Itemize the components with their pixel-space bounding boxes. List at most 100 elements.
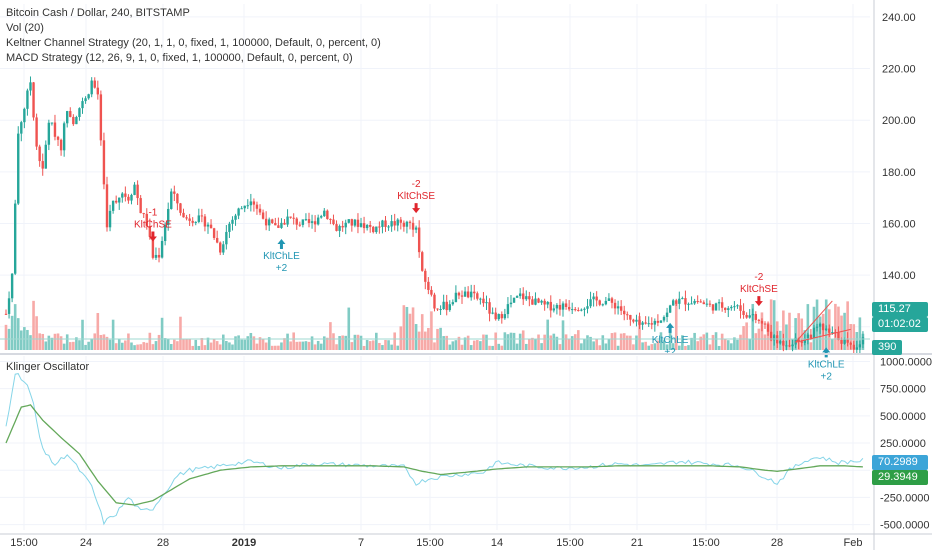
short-arrow-icon	[754, 296, 763, 307]
candle-body	[130, 194, 133, 201]
volume-bar	[90, 338, 93, 350]
volume-bar	[148, 332, 152, 350]
candle-body	[641, 322, 644, 325]
candle-body	[528, 296, 531, 300]
candle-body	[237, 208, 240, 216]
candle-body	[619, 306, 623, 311]
volume-bar	[240, 339, 243, 350]
volume-bar	[678, 345, 681, 350]
volume-bar	[852, 324, 856, 350]
volume-bar	[65, 334, 69, 350]
volume-bar	[368, 341, 372, 350]
volume-bar	[518, 333, 522, 350]
volume-bar	[47, 335, 51, 350]
volume-bar	[549, 335, 553, 350]
volume-bar	[632, 344, 635, 350]
volume-bar	[457, 336, 461, 350]
candle-body	[684, 298, 687, 305]
x-tick-label: 21	[631, 537, 643, 549]
candle-body	[243, 205, 246, 209]
grid-layer	[0, 4, 870, 530]
candle-body	[818, 323, 822, 327]
candle-body	[215, 237, 219, 243]
candle-body	[705, 303, 709, 305]
candle-body	[720, 302, 724, 308]
candle-body	[13, 203, 17, 274]
long-arrow-icon	[666, 322, 675, 333]
legend-volume[interactable]: Vol (20)	[6, 22, 44, 34]
volume-bar	[423, 331, 427, 350]
candle-body	[613, 302, 617, 309]
candle-body	[310, 221, 314, 223]
candle-body	[7, 298, 11, 314]
candle-body	[292, 217, 295, 219]
candle-body	[338, 225, 341, 231]
volume-bar	[274, 345, 277, 350]
volume-bar	[179, 316, 182, 350]
candle-body	[748, 315, 751, 318]
candle-body	[90, 80, 93, 95]
candle-body	[133, 184, 136, 195]
candle-body	[118, 197, 121, 203]
candle-body	[167, 208, 170, 225]
x-tick-label: 28	[157, 537, 169, 549]
candle-body	[154, 254, 158, 258]
candle-body	[47, 122, 51, 145]
legend-macd[interactable]: MACD Strategy (12, 26, 9, 1, 0, fixed, 1…	[6, 52, 353, 64]
legend-keltner[interactable]: Keltner Channel Strategy (20, 1, 1, 0, f…	[6, 37, 381, 49]
candle-body	[289, 216, 292, 218]
candle-body	[653, 320, 657, 325]
candle-body	[595, 296, 598, 301]
candle-body	[148, 225, 152, 237]
candle-body	[473, 291, 476, 294]
candle-body	[10, 273, 14, 299]
volume-bar	[50, 337, 54, 350]
candle-body	[316, 217, 320, 225]
candle-body	[99, 94, 103, 141]
candle-body	[393, 221, 396, 226]
candle-body	[497, 314, 500, 320]
candle-body	[69, 111, 72, 117]
volume-bar	[834, 303, 837, 350]
volume-bar	[301, 341, 305, 350]
candle-body	[714, 303, 718, 311]
volume-bar	[173, 339, 176, 350]
candle-body	[724, 307, 727, 311]
volume-bar	[540, 343, 543, 350]
volume-bar	[188, 339, 191, 350]
volume-bar	[72, 341, 75, 350]
volume-bar	[139, 344, 142, 350]
volume-bar	[130, 342, 133, 350]
candle-body	[114, 200, 118, 203]
candle-body	[668, 305, 672, 313]
candle-body	[806, 334, 810, 339]
drawing-line	[795, 300, 833, 343]
countdown-tag: 01:02:02	[872, 317, 928, 332]
x-tick-label: 14	[491, 537, 503, 549]
volume-bar	[653, 343, 657, 350]
legend-symbol[interactable]: Bitcoin Cash / Dollar, 240, BITSTAMP	[6, 7, 190, 19]
candle-body	[121, 193, 124, 198]
candle-body	[494, 312, 497, 320]
volume-bar	[460, 344, 464, 350]
volume-bar	[800, 318, 804, 350]
volume-bar	[751, 303, 755, 350]
volume-bar	[528, 339, 531, 350]
candle-body	[194, 221, 197, 223]
volume-bar	[16, 318, 20, 350]
volume-bar	[763, 334, 767, 350]
volume-bar	[200, 338, 204, 350]
volume-bar	[840, 315, 843, 350]
volume-bar	[430, 311, 433, 350]
volume-bar	[674, 303, 678, 350]
candle-body	[708, 303, 712, 305]
volume-bar	[221, 334, 225, 350]
candle-body	[72, 116, 75, 125]
legend-klinger[interactable]: Klinger Oscillator	[6, 361, 90, 373]
volume-bar	[108, 339, 112, 350]
candle-body	[546, 301, 549, 305]
candle-body	[157, 254, 161, 258]
